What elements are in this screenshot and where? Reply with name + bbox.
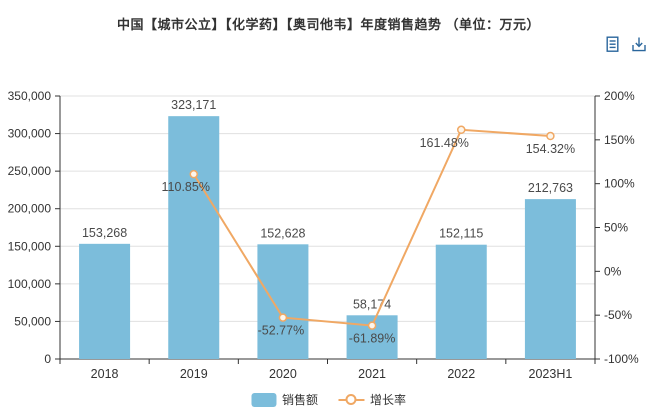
bar-2018[interactable] xyxy=(79,243,131,359)
x-axis-label: 2023H1 xyxy=(529,367,573,381)
right-axis-label: 100% xyxy=(604,177,635,191)
chart-toolbox xyxy=(605,36,647,53)
line-point-2019[interactable] xyxy=(189,169,198,179)
bar-value-label: 152,628 xyxy=(260,226,305,240)
x-axis-label: 2019 xyxy=(180,367,208,381)
bar-2020[interactable] xyxy=(257,244,309,359)
bar-2023H1[interactable] xyxy=(524,199,576,359)
growth-line xyxy=(192,128,551,327)
download-icon[interactable] xyxy=(631,36,647,53)
line-value-label: 154.32% xyxy=(526,142,575,156)
right-axis-label: -50% xyxy=(604,308,632,322)
legend: 销售额 增长率 xyxy=(250,391,406,408)
line-point-2022[interactable] xyxy=(457,125,466,135)
bar-value-label: 152,115 xyxy=(439,227,483,241)
legend-label-growth: 增长率 xyxy=(370,393,407,407)
line-point-2021[interactable] xyxy=(367,321,377,330)
legend-item-sales[interactable]: 销售额 xyxy=(250,391,318,408)
legend-item-growth[interactable]: 增长率 xyxy=(338,391,406,408)
left-axis-label: 0 xyxy=(44,352,51,366)
bar-2019[interactable] xyxy=(168,116,220,359)
bar-2022[interactable] xyxy=(435,244,487,359)
x-axis-label: 2020 xyxy=(269,367,297,381)
data-view-icon[interactable] xyxy=(605,36,620,53)
left-axis-label: 100,000 xyxy=(8,277,52,291)
right-axis-label: 200% xyxy=(604,89,635,103)
x-axis-label: 2018 xyxy=(91,367,119,381)
chart-title: 中国【城市公立】【化学药】【奥司他韦】年度销售趋势 （单位：万元） xyxy=(116,17,541,32)
bar-value-label: 323,171 xyxy=(171,98,216,112)
right-axis-label: 0% xyxy=(604,264,622,278)
bar-value-label: 153,268 xyxy=(82,226,127,240)
left-axis-label: 250,000 xyxy=(8,164,52,178)
right-axis-label: 50% xyxy=(604,221,628,235)
bar-value-label: 58,174 xyxy=(353,297,391,311)
line-value-label: 110.85% xyxy=(162,180,210,194)
line-point-2023H1[interactable] xyxy=(546,131,555,141)
line-value-label: -61.89% xyxy=(349,332,396,346)
x-axis-label: 2022 xyxy=(447,367,475,381)
line-value-label: 161.48% xyxy=(420,136,469,150)
line-swatch-icon xyxy=(338,394,364,405)
right-axis-label: -100% xyxy=(604,352,639,366)
line-value-label: -52.77% xyxy=(258,324,305,338)
bar-value-label: 212,763 xyxy=(528,181,573,195)
left-axis-label: 300,000 xyxy=(8,127,52,141)
legend-label-sales: 销售额 xyxy=(281,393,318,407)
left-axis-label: 150,000 xyxy=(8,239,52,253)
left-axis-label: 350,000 xyxy=(8,89,52,103)
left-axis-label: 50,000 xyxy=(14,314,51,328)
bar-swatch-icon xyxy=(250,392,276,407)
x-axis-label: 2021 xyxy=(358,367,386,381)
right-axis-label: 150% xyxy=(604,133,635,147)
line-point-2020[interactable] xyxy=(278,313,288,322)
left-axis-label: 200,000 xyxy=(8,202,52,216)
